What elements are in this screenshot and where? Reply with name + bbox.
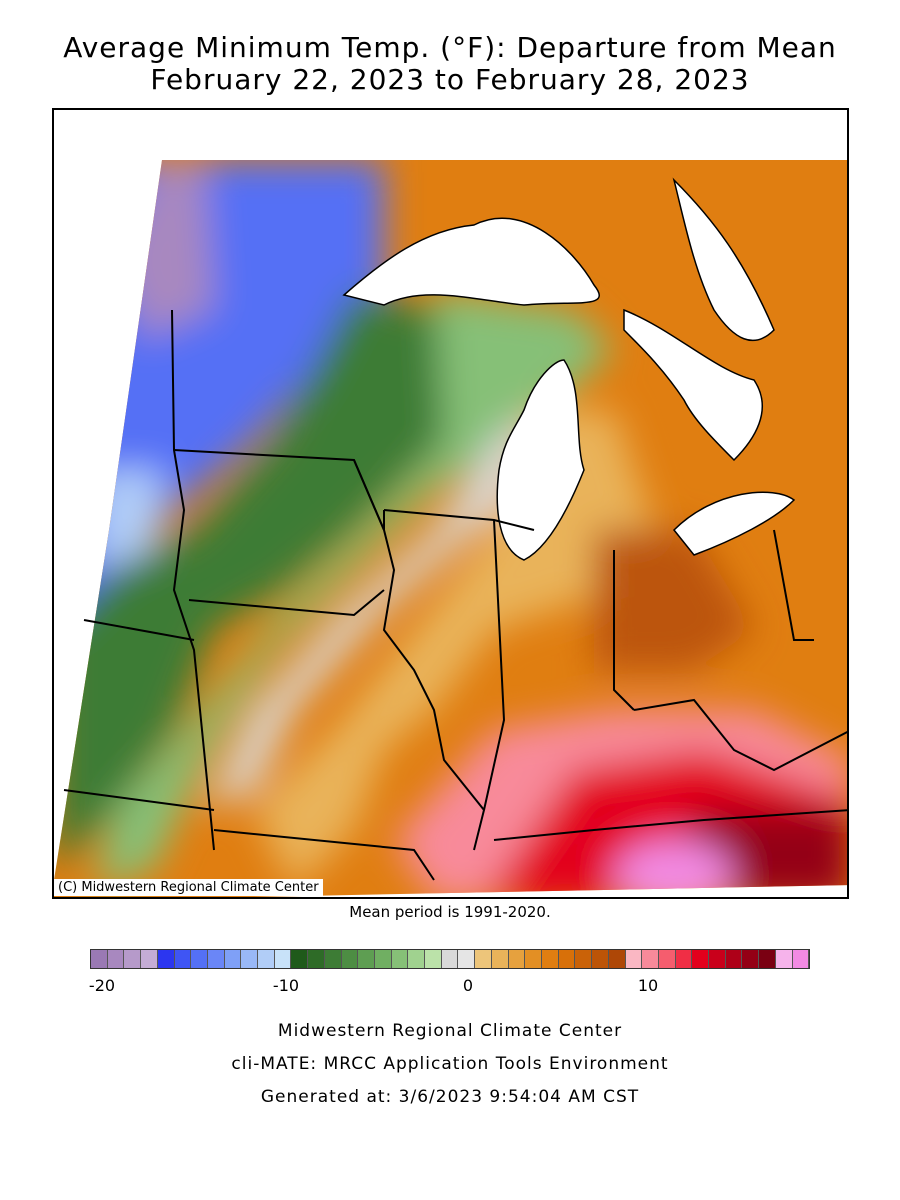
footer-generated-time: Generated at: 3/6/2023 9:54:04 AM CST [260,1087,640,1107]
legend-swatch [207,950,225,968]
legend-swatch [91,950,108,968]
legend-swatch [224,950,242,968]
legend-swatch [441,950,459,968]
legend-swatch [107,950,125,968]
legend-swatch [358,950,375,968]
legend-swatch [508,950,526,968]
legend-swatch [308,950,325,968]
map-title: Average Minimum Temp. (°F): Departure fr… [63,31,837,64]
legend-swatch [124,950,142,968]
legend-swatch [725,950,743,968]
legend-swatch [341,950,359,968]
legend-swatch [525,950,542,968]
legend-swatch [157,950,175,968]
legend-swatch [692,950,710,968]
legend-swatch [491,950,509,968]
footer-organization: Midwestern Regional Climate Center [277,1021,623,1041]
mean-period-note: Mean period is 1991-2020. [349,903,551,921]
legend-swatch [792,950,810,968]
legend-tick-neg10: -10 [272,976,300,995]
legend-tick-neg20: -20 [88,976,116,995]
legend-swatch [541,950,559,968]
legend-swatch [608,950,626,968]
legend-swatch [558,950,576,968]
state-borders [63,309,847,881]
legend-swatch [642,950,659,968]
legend-swatch [141,950,158,968]
map-canvas [54,160,847,897]
legend-swatch [775,950,793,968]
temperature-departure-map [52,108,849,899]
map-date-range: February 22, 2023 to February 28, 2023 [150,63,750,96]
legend-swatch [191,950,208,968]
legend-tick-10: 10 [637,976,659,995]
legend-swatch [258,950,275,968]
legend-swatch [625,950,643,968]
map-credit: (C) Midwestern Regional Climate Center [54,879,323,896]
legend-swatch [675,950,693,968]
legend-swatch [709,950,726,968]
color-scale-legend [90,949,810,969]
legend-swatch [592,950,609,968]
legend-swatch [408,950,426,968]
legend-swatch [391,950,409,968]
legend-swatch [324,950,342,968]
great-lakes [342,177,796,561]
footer-application: cli-MATE: MRCC Application Tools Environ… [231,1054,669,1074]
legend-swatch [174,950,192,968]
legend-swatch [291,950,309,968]
legend-swatch [658,950,676,968]
legend-swatch [475,950,492,968]
legend-tick-0: 0 [462,976,474,995]
legend-swatch [742,950,760,968]
legend-swatch [458,950,476,968]
legend-swatch [425,950,442,968]
legend-swatch [374,950,392,968]
legend-swatch [241,950,259,968]
legend-swatch [575,950,593,968]
legend-swatch [759,950,776,968]
legend-swatch [274,950,292,968]
